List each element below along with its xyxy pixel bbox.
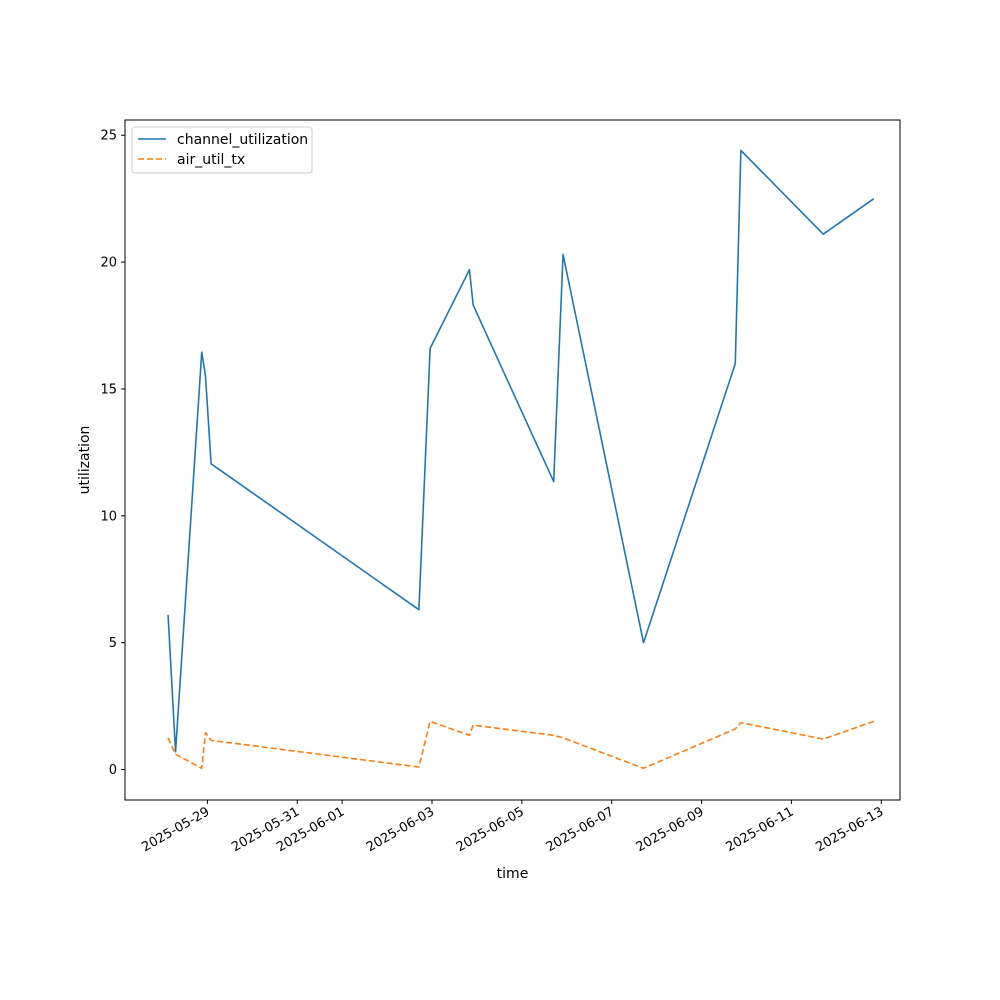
y-tick-label: 20 <box>100 256 117 271</box>
x-tick-label: 2025-06-03 <box>364 804 437 855</box>
x-tick-label: 2025-06-11 <box>723 804 796 855</box>
y-tick-label: 25 <box>100 129 117 144</box>
y-tick-label: 5 <box>109 636 117 651</box>
x-tick-label: 2025-05-29 <box>139 804 212 855</box>
y-tick-label: 10 <box>100 509 117 524</box>
x-tick-label: 2025-06-09 <box>634 804 707 855</box>
y-tick-label: 15 <box>100 382 117 397</box>
x-tick-label: 2025-06-07 <box>544 804 617 855</box>
y-tick-label: 0 <box>109 763 117 778</box>
series-layer <box>167 149 875 770</box>
y-axis-label: utilization <box>77 426 93 495</box>
legend-box <box>131 126 313 174</box>
plot-frame <box>124 119 901 801</box>
x-tick-label: 2025-06-13 <box>813 804 886 855</box>
series-line-air-util-tx <box>167 720 875 770</box>
legend-label-channel-utilization: channel_utilization <box>177 132 308 148</box>
x-axis-label: time <box>497 866 529 882</box>
legend-label-air-util-tx: air_util_tx <box>177 152 245 168</box>
legend: channel_utilization air_util_tx <box>131 126 313 174</box>
plot-area <box>124 119 901 801</box>
x-tick-label: 2025-06-05 <box>454 804 527 855</box>
series-line-channel-utilization <box>167 149 875 753</box>
